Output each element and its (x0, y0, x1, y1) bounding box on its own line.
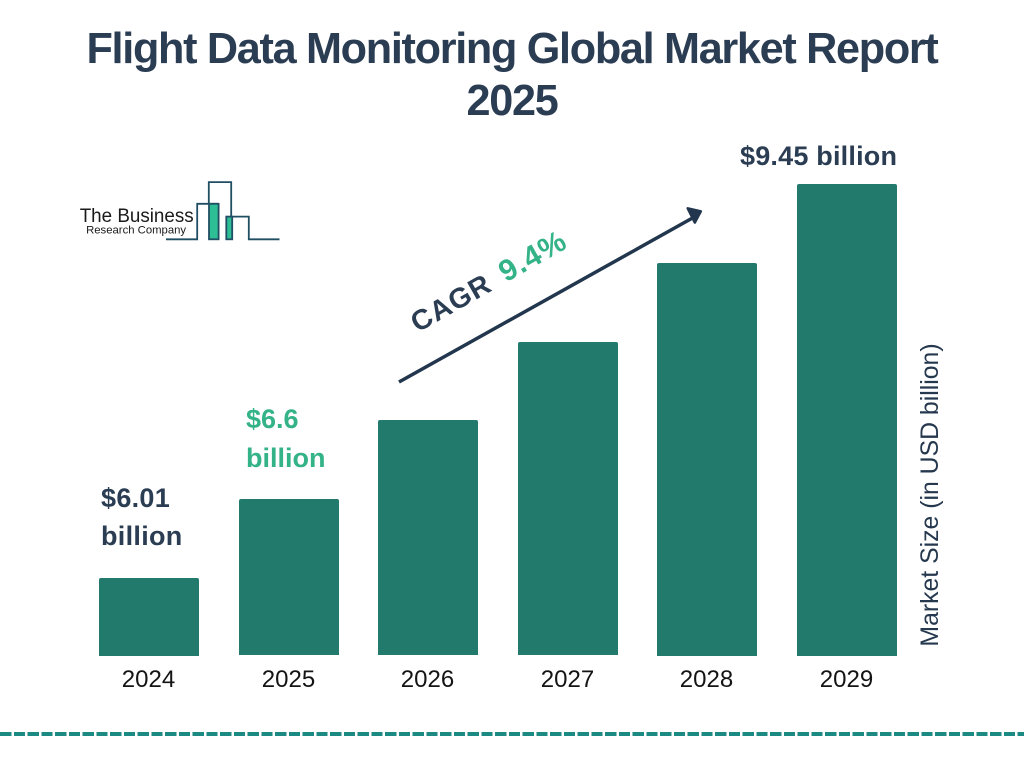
svg-text:The Business: The Business (80, 206, 194, 227)
svg-text:Research Company: Research Company (86, 225, 187, 237)
